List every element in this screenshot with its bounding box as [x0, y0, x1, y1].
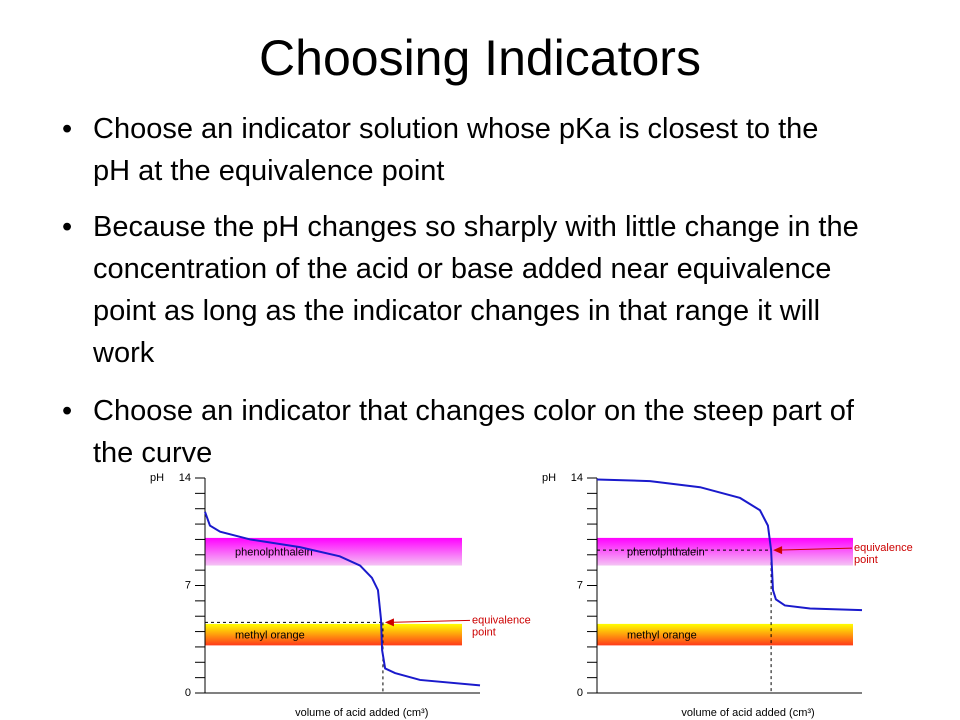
y-axis-label: pH	[542, 472, 556, 484]
bullet: • Because the pH changes so sharply with …	[62, 206, 862, 374]
equivalence-label: equivalence	[854, 542, 913, 554]
bullet: • Choose an indicator that changes color …	[62, 390, 862, 474]
titration-curve	[596, 478, 863, 612]
y-tick-label: 7	[577, 579, 583, 591]
equivalence-label: point	[854, 554, 878, 566]
band-label: methyl orange	[627, 630, 697, 642]
equivalence-label: equivalence	[472, 614, 531, 626]
arrow-shaft	[777, 547, 853, 551]
y-tick-label: 0	[185, 687, 191, 699]
indicator-band	[205, 537, 462, 566]
indicator-band	[205, 623, 462, 646]
band-label: phenolphthalein	[627, 547, 705, 559]
band-label: methyl orange	[235, 630, 305, 642]
slide-title: Choosing Indicators	[259, 30, 701, 86]
arrow-head	[773, 546, 783, 555]
y-tick-label: 7	[185, 579, 191, 591]
arrow-head	[384, 618, 394, 627]
titration-curve	[204, 511, 481, 687]
y-tick-label: 0	[577, 687, 583, 699]
indicator-band	[597, 537, 853, 566]
equivalence-label: point	[472, 626, 496, 638]
x-axis-label: volume of acid added (cm³)	[295, 707, 428, 719]
y-tick-label: 14	[179, 472, 191, 484]
band-label: phenolphthalein	[235, 547, 313, 559]
arrow-shaft	[388, 619, 471, 623]
y-axis-label: pH	[150, 472, 164, 484]
bullet-text: Because the pH changes so sharply with l…	[93, 211, 859, 369]
bullet-text: Choose an indicator that changes color o…	[93, 395, 854, 469]
bullet-text: Choose an indicator solution whose pKa i…	[93, 113, 819, 187]
bullet: • Choose an indicator solution whose pKa …	[62, 108, 862, 192]
y-tick-label: 14	[571, 472, 583, 484]
x-axis-label: volume of acid added (cm³)	[681, 707, 814, 719]
indicator-band	[597, 623, 853, 646]
